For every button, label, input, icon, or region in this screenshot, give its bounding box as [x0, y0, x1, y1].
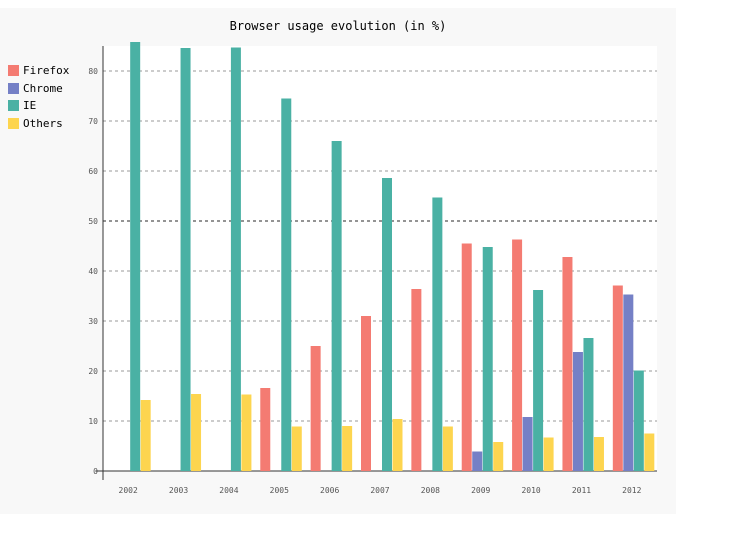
- x-tick-label-2010: 2010: [521, 486, 540, 495]
- bar-chrome-2010: [522, 417, 533, 471]
- bar-ie-2012: [633, 370, 644, 471]
- y-tick-label-20: 20: [88, 367, 98, 376]
- y-tick-label-50: 50: [88, 217, 98, 226]
- y-tick-label-40: 40: [88, 267, 98, 276]
- y-tick-label-0: 0: [93, 467, 98, 476]
- x-tick-label-2011: 2011: [572, 486, 591, 495]
- bar-ie-2002: [130, 42, 141, 471]
- bar-others-2012: [644, 433, 655, 471]
- legend-swatch-others: [8, 117, 19, 129]
- bar-firefox-2006: [310, 346, 321, 471]
- legend-swatch-ie: [8, 100, 19, 112]
- bar-ie-2007: [382, 178, 392, 471]
- legend-label: Chrome: [23, 81, 63, 95]
- bar-others-2004: [241, 394, 252, 471]
- bar-chrome-2011: [572, 352, 583, 471]
- legend-label: IE: [23, 99, 37, 113]
- bar-firefox-2005: [260, 388, 271, 471]
- legend-item-ie[interactable]: IE: [8, 97, 69, 115]
- x-tick-label-2003: 2003: [169, 486, 188, 495]
- bar-chrome-2009: [472, 451, 483, 471]
- legend-label: Firefox: [23, 64, 70, 78]
- bar-ie-2005: [281, 98, 292, 471]
- legend-swatch-chrome: [8, 82, 19, 94]
- bar-ie-2009: [482, 247, 493, 471]
- bar-ie-2006: [331, 141, 342, 471]
- bar-others-2003: [191, 394, 202, 471]
- chart-title: Browser usage evolution (in %): [230, 19, 447, 33]
- x-tick-label-2007: 2007: [370, 486, 389, 495]
- bar-firefox-2012: [612, 285, 623, 471]
- x-tick-label-2008: 2008: [421, 486, 440, 495]
- y-tick-label-80: 80: [88, 67, 98, 76]
- chart-panel: Browser usage evolution (in %) 0 10 20 30 40 5…: [0, 8, 676, 514]
- bar-others-2007: [392, 419, 403, 471]
- legend: Firefox Chrome IE Others: [8, 62, 69, 132]
- bar-firefox-2010: [512, 239, 523, 471]
- legend-item-firefox[interactable]: Firefox: [8, 62, 69, 80]
- legend-item-others[interactable]: Others: [8, 115, 69, 133]
- bar-firefox-2009: [461, 243, 472, 471]
- bar-firefox-2011: [562, 257, 573, 471]
- bar-firefox-2008: [411, 289, 422, 471]
- x-tick-label-2009: 2009: [471, 486, 490, 495]
- legend-item-chrome[interactable]: Chrome: [8, 80, 69, 98]
- bar-firefox-2007: [361, 316, 371, 471]
- y-tick-label-70: 70: [88, 117, 98, 126]
- bar-others-2011: [593, 437, 604, 471]
- bar-ie-2008: [432, 197, 443, 471]
- legend-label: Others: [23, 116, 63, 130]
- bar-others-2008: [442, 426, 453, 471]
- bar-others-2005: [291, 426, 302, 471]
- bar-others-2002: [140, 400, 151, 471]
- bar-chrome-2012: [623, 294, 634, 471]
- x-tick-label-2002: 2002: [119, 486, 138, 495]
- legend-swatch-firefox: [8, 65, 19, 77]
- x-tick-label-2006: 2006: [320, 486, 339, 495]
- bar-ie-2004: [230, 47, 241, 471]
- y-tick-label-10: 10: [88, 417, 98, 426]
- bar-chart: Browser usage evolution (in %) 0 10 20 30 40 5…: [88, 19, 657, 495]
- y-tick-label-60: 60: [88, 167, 98, 176]
- bar-ie-2003: [180, 48, 191, 471]
- x-tick-label-2004: 2004: [219, 486, 238, 495]
- bar-others-2010: [543, 437, 554, 471]
- bar-others-2006: [342, 426, 353, 471]
- y-tick-label-30: 30: [88, 317, 98, 326]
- x-tick-label-2012: 2012: [622, 486, 641, 495]
- bar-ie-2011: [583, 338, 594, 471]
- x-tick-label-2005: 2005: [270, 486, 289, 495]
- bar-ie-2010: [533, 290, 544, 471]
- bar-others-2009: [493, 442, 504, 471]
